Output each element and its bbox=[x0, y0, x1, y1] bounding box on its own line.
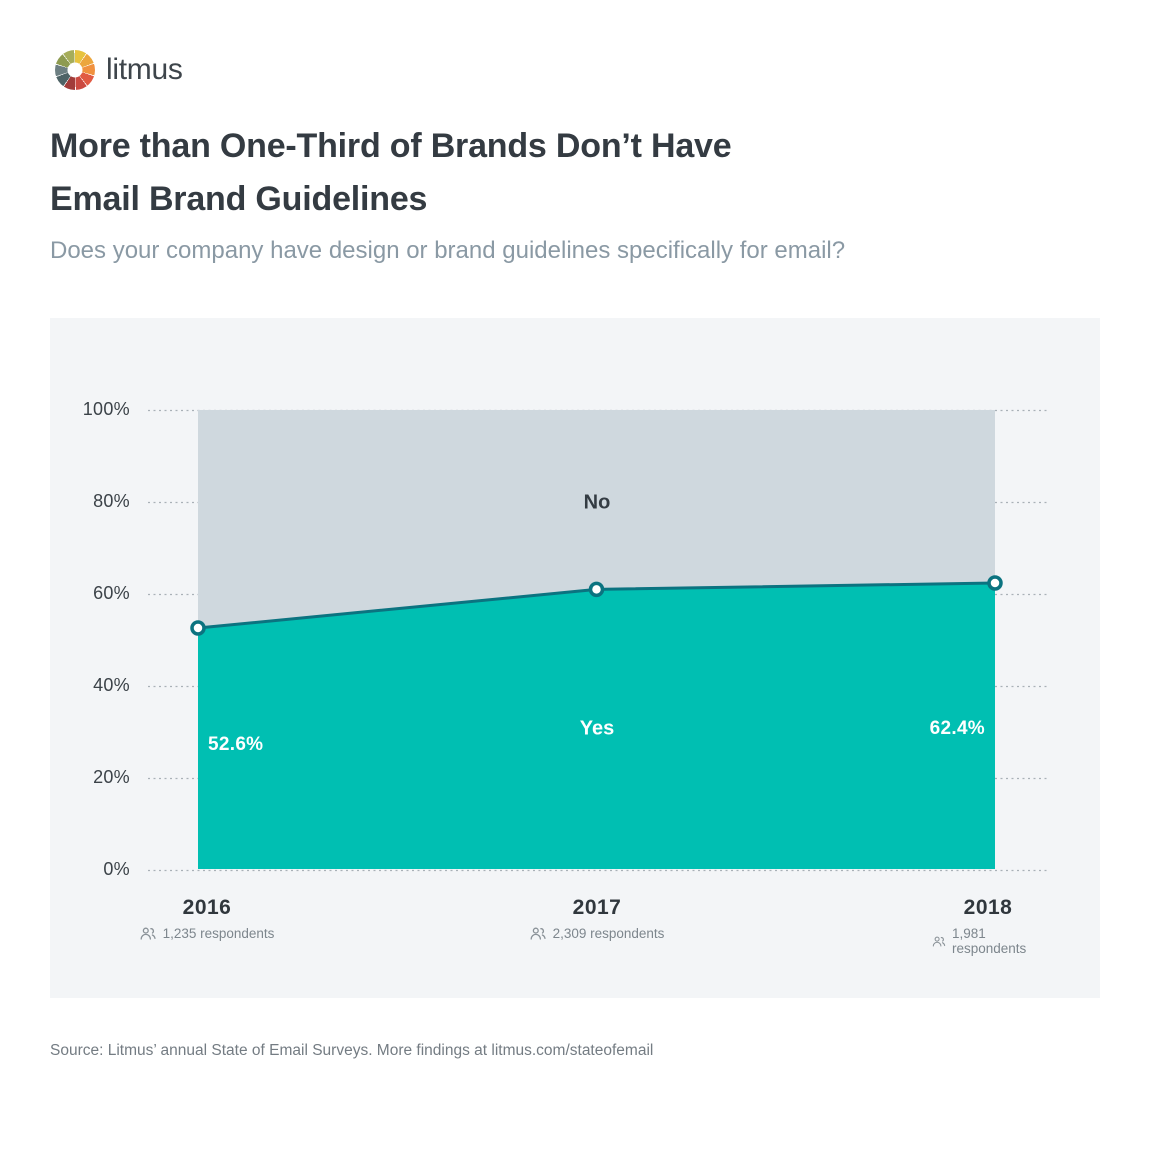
litmus-logo-icon bbox=[55, 50, 95, 90]
x-axis-group-2016: 2016 1,235 respondents bbox=[140, 896, 275, 941]
y-tick-label: 20% bbox=[93, 767, 130, 787]
y-tick-label: 100% bbox=[82, 399, 130, 419]
respondents-count: 2,309 respondents bbox=[552, 926, 665, 941]
y-tick-label: 60% bbox=[93, 583, 130, 603]
page-title: More than One-Third of Brands Don’t Have… bbox=[50, 120, 732, 226]
no-area-fill bbox=[198, 410, 995, 628]
chart-question: Does your company have design or brand g… bbox=[50, 237, 846, 264]
respondents-row: 2,309 respondents bbox=[530, 926, 665, 941]
x-axis-group-2017: 2017 2,309 respondents bbox=[530, 896, 665, 941]
title-line-2: Email Brand Guidelines bbox=[50, 180, 428, 218]
x-tick-year: 2018 bbox=[963, 896, 1013, 919]
brand-wordmark: litmus bbox=[106, 53, 183, 86]
y-tick-label: 80% bbox=[93, 491, 130, 511]
respondents-row: 1,981 respondents bbox=[932, 926, 1044, 956]
respondents-icon bbox=[530, 927, 546, 940]
yes-series-label: Yes bbox=[579, 717, 615, 740]
stacked-area-chart bbox=[148, 409, 1048, 872]
respondents-icon bbox=[140, 927, 156, 940]
data-point-marker bbox=[588, 581, 605, 598]
y-tick-label: 40% bbox=[93, 675, 130, 695]
value-label-2016: 52.6% bbox=[208, 734, 264, 755]
respondents-count: 1,981 respondents bbox=[951, 926, 1027, 956]
brand: litmus bbox=[55, 50, 183, 90]
title-line-1: More than One-Third of Brands Don’t Have bbox=[50, 127, 732, 165]
no-series-label: No bbox=[583, 491, 611, 514]
x-axis-group-2018: 2018 1,981 respondents bbox=[932, 896, 1044, 956]
respondents-row: 1,235 respondents bbox=[140, 926, 275, 941]
value-label-2018: 62.4% bbox=[929, 718, 985, 739]
respondents-count: 1,235 respondents bbox=[162, 926, 275, 941]
respondents-icon bbox=[932, 936, 946, 947]
source-note: Source: Litmus’ annual State of Email Su… bbox=[50, 1042, 654, 1059]
y-tick-label: 0% bbox=[103, 859, 130, 879]
data-point-marker bbox=[190, 620, 206, 636]
data-point-markers bbox=[190, 575, 1003, 636]
data-point-marker bbox=[987, 575, 1003, 591]
x-tick-year: 2016 bbox=[182, 896, 232, 919]
x-tick-year: 2017 bbox=[572, 896, 622, 919]
chart-panel: 100% 80% 60% 40% 20% 0% No Yes 52.6% 62.4% 20… bbox=[50, 318, 1100, 998]
yes-area-fill bbox=[198, 583, 995, 869]
